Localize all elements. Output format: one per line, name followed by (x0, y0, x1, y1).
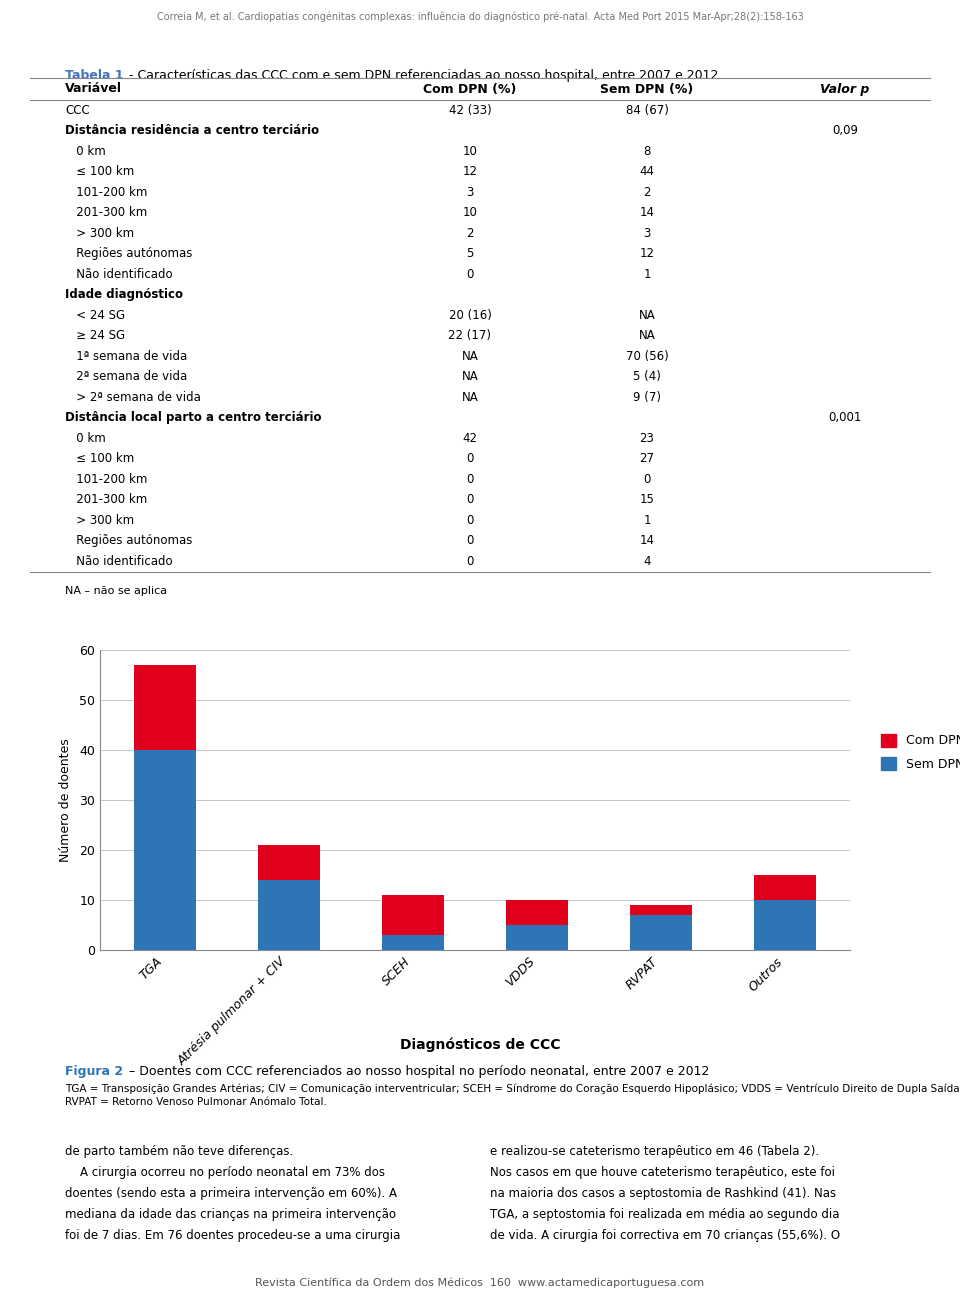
Text: 2: 2 (643, 185, 651, 198)
Text: de parto também não teve diferenças.
    A cirurgia ocorreu no período neonatal : de parto também não teve diferenças. A c… (65, 1144, 400, 1242)
Text: 14: 14 (639, 534, 655, 547)
Text: 22 (17): 22 (17) (448, 329, 492, 342)
Text: Idade diagnóstico: Idade diagnóstico (65, 288, 183, 301)
Text: 1: 1 (643, 513, 651, 526)
Text: 5: 5 (467, 248, 473, 260)
Text: 101-200 km: 101-200 km (65, 185, 148, 198)
Text: 201-300 km: 201-300 km (65, 206, 147, 219)
Text: Distância residência a centro terciário: Distância residência a centro terciário (65, 124, 319, 137)
Text: Não identificado: Não identificado (65, 268, 173, 281)
Text: 3: 3 (643, 227, 651, 240)
Text: 9 (7): 9 (7) (633, 391, 661, 404)
Text: - Características das CCC com e sem DPN referenciadas ao nosso hospital, entre 2: - Características das CCC com e sem DPN … (126, 69, 719, 82)
Text: NA: NA (462, 391, 478, 404)
Text: 0 km: 0 km (65, 432, 106, 445)
Text: < 24 SG: < 24 SG (65, 308, 125, 321)
Bar (506, 899, 568, 925)
Bar (506, 925, 568, 950)
Bar (258, 845, 320, 880)
Text: 0: 0 (467, 268, 473, 281)
Text: NA: NA (462, 371, 478, 384)
Text: NA: NA (462, 350, 478, 363)
Text: e realizou-se cateterismo terapêutico em 46 (Tabela 2).
Nos casos em que houve c: e realizou-se cateterismo terapêutico em… (490, 1144, 840, 1242)
Text: Regiões autónomas: Regiões autónomas (65, 534, 192, 547)
Text: Valor p: Valor p (820, 83, 870, 96)
Text: > 300 km: > 300 km (65, 227, 134, 240)
Text: 5 (4): 5 (4) (633, 371, 660, 384)
Text: 70 (56): 70 (56) (626, 350, 668, 363)
Bar (754, 875, 816, 899)
Text: TGA = Transposição Grandes Artérias; CIV = Comunicação interventricular; SCEH = : TGA = Transposição Grandes Artérias; CIV… (65, 1083, 960, 1094)
Bar (382, 934, 444, 950)
Text: 23: 23 (639, 432, 655, 445)
Text: 0: 0 (643, 473, 651, 486)
Text: ARTIGO ORIGINAL: ARTIGO ORIGINAL (6, 273, 16, 371)
Text: Figura 2: Figura 2 (65, 1065, 123, 1078)
Text: – Doentes com CCC referenciados ao nosso hospital no período neonatal, entre 200: – Doentes com CCC referenciados ao nosso… (126, 1065, 709, 1078)
Text: ≤ 100 km: ≤ 100 km (65, 166, 134, 179)
Text: 42: 42 (463, 432, 477, 445)
Text: Variável: Variável (65, 83, 122, 96)
Bar (258, 880, 320, 950)
Text: 2: 2 (467, 227, 473, 240)
Text: 0: 0 (467, 473, 473, 486)
Text: 1ª semana de vida: 1ª semana de vida (65, 350, 187, 363)
Bar (134, 665, 196, 750)
Text: 2ª semana de vida: 2ª semana de vida (65, 371, 187, 384)
Text: 3: 3 (467, 185, 473, 198)
Text: > 2ª semana de vida: > 2ª semana de vida (65, 391, 201, 404)
Y-axis label: Número de doentes: Número de doentes (60, 739, 72, 862)
Bar (382, 896, 444, 934)
Text: NA: NA (638, 329, 656, 342)
Text: Regiões autónomas: Regiões autónomas (65, 248, 192, 260)
Text: 84 (67): 84 (67) (626, 104, 668, 117)
Text: Não identificado: Não identificado (65, 555, 173, 568)
Text: 8: 8 (643, 145, 651, 158)
Text: 0: 0 (467, 555, 473, 568)
Text: NA – não se aplica: NA – não se aplica (65, 586, 167, 595)
Text: 0: 0 (467, 494, 473, 507)
Text: 12: 12 (639, 248, 655, 260)
Bar (754, 899, 816, 950)
Text: 10: 10 (463, 206, 477, 219)
Text: 10: 10 (463, 145, 477, 158)
Text: 201-300 km: 201-300 km (65, 494, 147, 507)
Text: Com DPN (%): Com DPN (%) (423, 83, 516, 96)
Text: Correia M, et al. Cardiopatias congénitas complexas: influência do diagnóstico p: Correia M, et al. Cardiopatias congénita… (156, 12, 804, 22)
Text: 20 (16): 20 (16) (448, 308, 492, 321)
Text: 12: 12 (463, 166, 477, 179)
Bar (630, 905, 692, 915)
Text: 0,001: 0,001 (828, 411, 862, 424)
Text: 1: 1 (643, 268, 651, 281)
Text: 4: 4 (643, 555, 651, 568)
Text: ≥ 24 SG: ≥ 24 SG (65, 329, 125, 342)
Legend: Com DPN, Sem DPN: Com DPN, Sem DPN (878, 731, 960, 774)
Bar (134, 750, 196, 950)
Text: 0 km: 0 km (65, 145, 106, 158)
Text: Tabela 1: Tabela 1 (65, 69, 124, 82)
Text: Revista Científica da Ordem dos Médicos  160  www.actamedicaportuguesa.com: Revista Científica da Ordem dos Médicos … (255, 1278, 705, 1288)
Text: Distância local parto a centro terciário: Distância local parto a centro terciário (65, 411, 322, 424)
Text: 0: 0 (467, 513, 473, 526)
Bar (630, 915, 692, 950)
Text: 15: 15 (639, 494, 655, 507)
Text: 14: 14 (639, 206, 655, 219)
Text: > 300 km: > 300 km (65, 513, 134, 526)
Text: 0: 0 (467, 534, 473, 547)
Text: 42 (33): 42 (33) (448, 104, 492, 117)
Text: CCC: CCC (65, 104, 89, 117)
Text: RVPAT = Retorno Venoso Pulmonar Anómalo Total.: RVPAT = Retorno Venoso Pulmonar Anómalo … (65, 1096, 326, 1107)
Text: 0: 0 (467, 452, 473, 465)
Text: 0,09: 0,09 (832, 124, 858, 137)
Text: NA: NA (638, 308, 656, 321)
Text: Diagnósticos de CCC: Diagnósticos de CCC (399, 1038, 561, 1052)
Text: Sem DPN (%): Sem DPN (%) (600, 83, 694, 96)
Text: ≤ 100 km: ≤ 100 km (65, 452, 134, 465)
Text: 27: 27 (639, 452, 655, 465)
Text: 101-200 km: 101-200 km (65, 473, 148, 486)
Text: 44: 44 (639, 166, 655, 179)
